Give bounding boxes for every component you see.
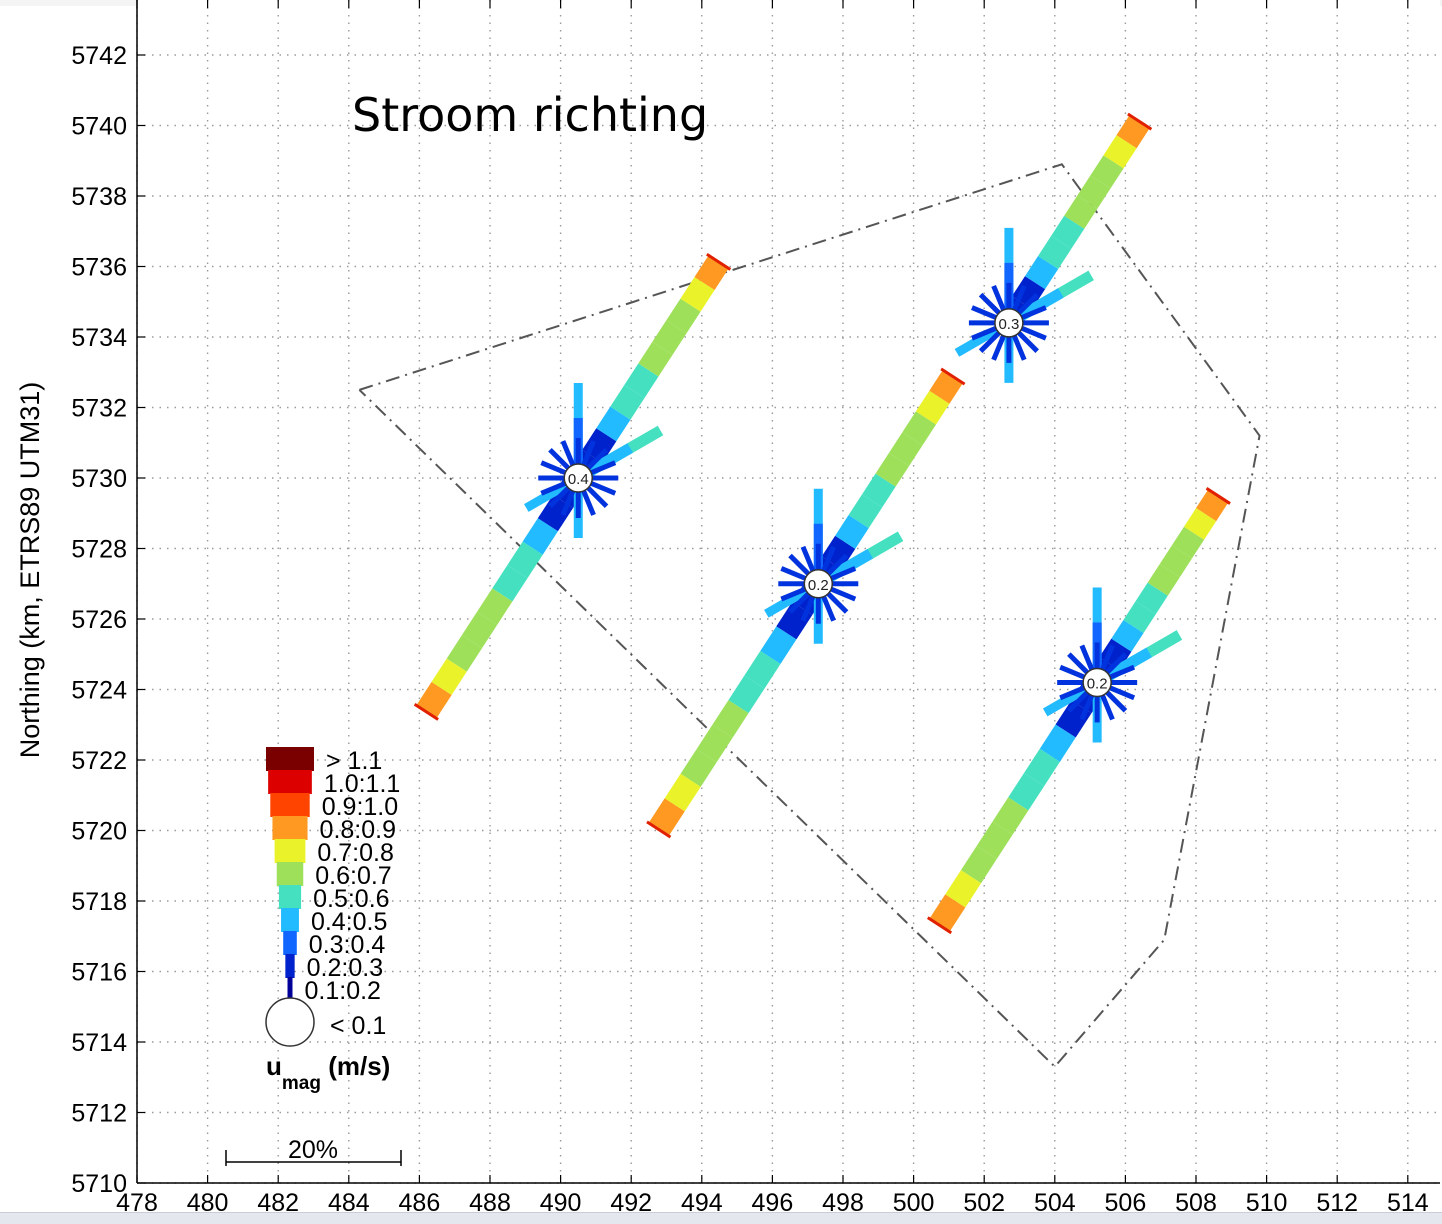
legend-swatch bbox=[268, 770, 312, 794]
y-axis-label: Northing (km, ETRS89 UTM31) bbox=[15, 382, 45, 759]
y-tick-label: 5716 bbox=[71, 959, 127, 987]
y-tick-label: 5726 bbox=[71, 606, 127, 634]
y-tick-label: 5732 bbox=[71, 395, 127, 423]
legend-swatch bbox=[283, 931, 297, 955]
legend-swatch bbox=[277, 862, 304, 886]
legend-swatch bbox=[275, 839, 306, 863]
window-bottom-edge bbox=[0, 1212, 1442, 1224]
y-tick-label: 5718 bbox=[71, 888, 127, 916]
legend-swatch bbox=[270, 793, 309, 817]
rose-calm-label: 0.2 bbox=[1087, 675, 1108, 692]
legend-swatch bbox=[279, 885, 301, 909]
chart-title: Stroom richting bbox=[352, 88, 708, 142]
legend-calm-circle bbox=[266, 998, 314, 1046]
y-tick-label: 5712 bbox=[71, 1100, 127, 1128]
plot-area bbox=[137, 0, 1440, 1183]
y-tick-label: 5714 bbox=[71, 1029, 127, 1057]
legend-swatch bbox=[266, 747, 314, 771]
y-tick-label: 5736 bbox=[71, 254, 127, 282]
y-tick-label: 5738 bbox=[71, 183, 127, 211]
legend-swatch bbox=[285, 954, 294, 978]
scale-bar-label: 20% bbox=[288, 1136, 338, 1164]
y-tick-label: 5724 bbox=[71, 677, 127, 705]
legend-label: 0.1:0.2 bbox=[305, 977, 381, 1005]
y-tick-label: 5728 bbox=[71, 536, 127, 564]
y-tick-label: 5742 bbox=[71, 42, 127, 70]
rose-calm-label: 0.4 bbox=[568, 471, 589, 488]
legend-swatch bbox=[272, 816, 307, 840]
y-tick-label: 5740 bbox=[71, 113, 127, 141]
y-tick-label: 5730 bbox=[71, 465, 127, 493]
rose-calm-label: 0.2 bbox=[808, 577, 829, 594]
y-tick-label: 5734 bbox=[71, 324, 127, 352]
legend-calm-label: < 0.1 bbox=[330, 1012, 386, 1040]
y-tick-label: 5722 bbox=[71, 747, 127, 775]
y-tick-label: 5720 bbox=[71, 818, 127, 846]
legend-swatch bbox=[281, 908, 299, 932]
rose-calm-label: 0.3 bbox=[998, 316, 1019, 333]
